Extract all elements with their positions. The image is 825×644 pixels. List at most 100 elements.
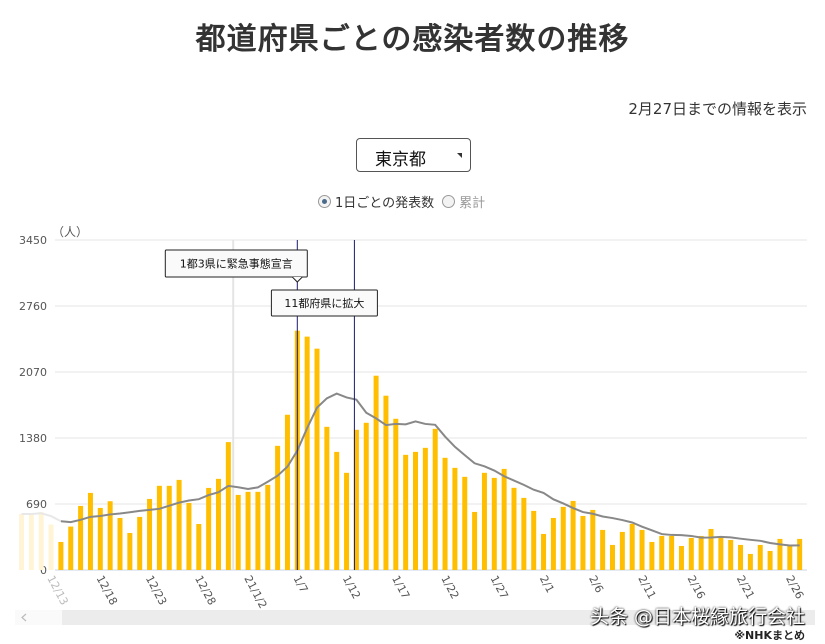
x-tick-label: 2/16 bbox=[685, 573, 708, 601]
bar bbox=[344, 472, 350, 570]
bar bbox=[747, 553, 753, 570]
x-tick-label: 1/12 bbox=[340, 573, 363, 601]
x-tick-label: 1/17 bbox=[389, 573, 412, 601]
x-tick-label: 1/7 bbox=[291, 573, 311, 595]
scroll-left-arrow-icon[interactable] bbox=[21, 613, 27, 622]
bar bbox=[481, 472, 487, 570]
x-tick-label: 2/26 bbox=[783, 573, 806, 601]
bar bbox=[777, 538, 783, 570]
bar bbox=[619, 531, 625, 570]
bar bbox=[521, 497, 527, 570]
dropdown-arrow-icon bbox=[457, 153, 462, 158]
watermark: 头条 @日本桜縁旅行会社 bbox=[589, 606, 805, 628]
scrollbar-track bbox=[15, 610, 815, 625]
bar bbox=[304, 336, 310, 570]
bar bbox=[216, 478, 221, 570]
bar bbox=[639, 529, 645, 570]
as-of-date: 2月27日までの情報を表示 bbox=[628, 100, 807, 118]
bar bbox=[176, 479, 182, 570]
bar bbox=[728, 539, 734, 570]
bar bbox=[196, 523, 202, 570]
bar bbox=[452, 467, 458, 570]
x-tick-label: 1/22 bbox=[438, 573, 461, 601]
radio-cumulative-indicator[interactable] bbox=[442, 195, 456, 208]
bar bbox=[767, 550, 773, 570]
bar bbox=[265, 484, 271, 570]
x-tick-label: 12/23 bbox=[143, 573, 169, 607]
bar bbox=[255, 491, 261, 570]
bar bbox=[610, 544, 615, 570]
source-note: ※NHKまとめ bbox=[734, 629, 805, 642]
view-mode-radios: 1日ごとの発表数 累計 bbox=[318, 192, 485, 211]
bar bbox=[334, 451, 340, 570]
bar bbox=[708, 528, 714, 570]
scrollbar-left-region[interactable] bbox=[15, 610, 62, 625]
y-tick-label: 3450 bbox=[19, 234, 47, 247]
bar bbox=[19, 513, 24, 570]
bar bbox=[58, 541, 64, 570]
bar bbox=[669, 535, 675, 570]
bar bbox=[629, 523, 635, 570]
annotation-label: 1都3県に緊急事態宣言 bbox=[180, 257, 293, 271]
bar bbox=[570, 500, 576, 570]
y-tick-label: 2760 bbox=[19, 300, 47, 313]
x-tick-label: 2/11 bbox=[635, 573, 658, 601]
bar bbox=[442, 457, 448, 570]
bar bbox=[383, 395, 389, 570]
bar bbox=[137, 516, 143, 570]
y-tick-label: 1380 bbox=[19, 432, 47, 445]
bar bbox=[757, 544, 763, 570]
annotation-label: 11都府県に拡大 bbox=[284, 296, 364, 310]
bar bbox=[78, 505, 84, 570]
radio-daily[interactable]: 1日ごとの発表数 bbox=[318, 192, 434, 211]
prefecture-select[interactable]: 東京都 bbox=[356, 138, 471, 172]
bar bbox=[531, 510, 537, 570]
bar bbox=[422, 447, 428, 570]
y-axis-label: （人） bbox=[52, 225, 88, 239]
bar bbox=[491, 477, 497, 570]
bar bbox=[245, 491, 251, 570]
bar bbox=[275, 445, 281, 570]
bar bbox=[127, 532, 133, 570]
bar bbox=[688, 537, 694, 570]
bar bbox=[225, 442, 231, 570]
bar bbox=[363, 422, 369, 570]
bar bbox=[472, 511, 478, 570]
bar bbox=[787, 544, 793, 570]
bar bbox=[314, 348, 320, 570]
y-tick-label: 0 bbox=[40, 564, 47, 577]
bar bbox=[501, 468, 507, 570]
bar bbox=[373, 375, 379, 570]
radio-cumulative[interactable]: 累計 bbox=[442, 192, 485, 211]
x-tick-label: 1/27 bbox=[488, 573, 511, 601]
bar bbox=[678, 545, 684, 570]
bar bbox=[541, 533, 547, 570]
radio-daily-indicator[interactable] bbox=[318, 195, 331, 208]
bar bbox=[462, 476, 468, 570]
moving-average-line-faded bbox=[21, 512, 62, 523]
bar bbox=[48, 524, 54, 570]
bar bbox=[797, 538, 803, 570]
bar bbox=[186, 502, 192, 570]
bar bbox=[432, 428, 438, 570]
moving-average-line bbox=[60, 392, 800, 547]
radio-cumulative-label: 累計 bbox=[459, 196, 486, 211]
annotation-box bbox=[164, 249, 308, 278]
bar bbox=[284, 414, 290, 570]
x-tick-label: 12/13 bbox=[44, 573, 70, 607]
x-tick-label: 2/6 bbox=[586, 573, 606, 595]
bar bbox=[550, 517, 556, 570]
bar bbox=[649, 541, 655, 570]
bar bbox=[107, 501, 113, 570]
bar bbox=[511, 487, 517, 570]
bar bbox=[87, 492, 93, 570]
radio-daily-label: 1日ごとの発表数 bbox=[335, 196, 435, 211]
bar bbox=[206, 487, 212, 570]
y-tick-label: 690 bbox=[26, 498, 47, 511]
bar bbox=[698, 535, 704, 570]
prefecture-select-value: 東京都 bbox=[375, 150, 426, 170]
bar bbox=[235, 494, 241, 570]
bar bbox=[324, 426, 330, 570]
bar bbox=[590, 509, 596, 570]
bar bbox=[560, 506, 566, 570]
